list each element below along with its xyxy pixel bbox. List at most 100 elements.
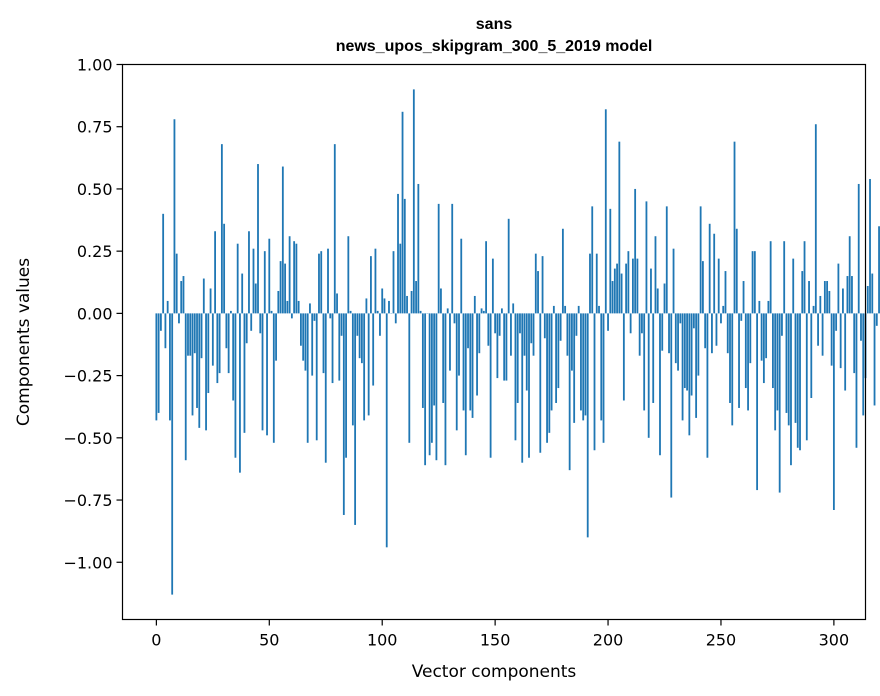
bar xyxy=(616,263,618,314)
bar xyxy=(503,313,506,381)
bar xyxy=(300,313,302,346)
bar xyxy=(370,256,372,314)
bar xyxy=(625,263,628,314)
bar xyxy=(573,313,576,423)
bar xyxy=(627,251,630,314)
bar xyxy=(381,288,384,314)
bar xyxy=(819,295,822,314)
bar xyxy=(686,313,688,391)
bar xyxy=(430,313,433,443)
bar xyxy=(853,313,856,374)
bar xyxy=(157,313,160,413)
bar xyxy=(668,313,670,354)
bar xyxy=(388,300,390,314)
bar xyxy=(851,276,853,314)
bar xyxy=(546,313,548,443)
bar xyxy=(677,313,679,371)
bar xyxy=(580,313,582,411)
bar xyxy=(729,313,731,403)
bar xyxy=(315,313,318,441)
bar xyxy=(478,313,481,354)
bar xyxy=(451,203,454,314)
bar xyxy=(871,273,874,314)
bar xyxy=(225,313,228,349)
bar xyxy=(715,313,718,346)
bar xyxy=(726,313,729,354)
bar xyxy=(799,313,801,451)
y-tick-label: 0.75 xyxy=(77,118,113,137)
bar xyxy=(241,273,244,314)
bar xyxy=(826,281,829,314)
bar xyxy=(738,313,740,408)
bar xyxy=(383,298,386,314)
bar xyxy=(564,305,567,314)
bar xyxy=(365,298,368,314)
bar xyxy=(397,193,399,314)
x-tick-label: 0 xyxy=(151,631,161,650)
bar xyxy=(412,89,415,314)
plot-area-frame xyxy=(121,63,867,621)
bar xyxy=(329,313,332,319)
bar xyxy=(866,286,869,314)
bar xyxy=(501,308,503,314)
bar xyxy=(842,288,844,314)
bar xyxy=(376,310,379,314)
y-tick-label: −0.75 xyxy=(63,491,112,510)
bar xyxy=(656,288,659,314)
chart-title-line-2: news_upos_skipgram_300_5_2019 model xyxy=(336,38,653,55)
bar xyxy=(600,313,603,421)
bar xyxy=(406,295,408,314)
bar xyxy=(762,313,765,384)
bar xyxy=(449,313,451,371)
bar xyxy=(720,313,722,324)
bar xyxy=(837,263,840,314)
bar xyxy=(756,313,759,491)
bar xyxy=(245,313,248,344)
x-tick-label: 200 xyxy=(593,631,624,650)
bar xyxy=(641,313,643,334)
bar xyxy=(272,313,275,443)
bar xyxy=(394,313,397,324)
bar xyxy=(209,288,212,314)
bar xyxy=(679,313,682,324)
bar xyxy=(650,268,652,314)
bar xyxy=(747,313,749,411)
bar xyxy=(541,256,544,314)
bar xyxy=(309,303,311,314)
bar xyxy=(821,313,824,356)
bar xyxy=(266,313,268,436)
bar xyxy=(701,261,704,314)
bar xyxy=(530,313,533,344)
bar xyxy=(510,313,512,356)
bar xyxy=(498,313,501,336)
bar xyxy=(239,313,241,473)
bar xyxy=(198,313,201,428)
bar xyxy=(193,313,196,354)
bar xyxy=(284,263,287,314)
bar xyxy=(548,313,551,433)
bar xyxy=(421,313,424,408)
bar xyxy=(794,313,797,423)
x-axis-label: Vector components xyxy=(412,662,577,682)
bar xyxy=(514,313,517,441)
bar xyxy=(159,313,162,331)
bar xyxy=(629,313,632,334)
bar xyxy=(566,313,569,356)
bar xyxy=(704,313,707,349)
bar xyxy=(598,305,600,314)
bar xyxy=(652,313,655,403)
bar xyxy=(783,241,786,314)
bar xyxy=(471,313,474,418)
bar xyxy=(670,313,673,498)
bar xyxy=(229,310,232,314)
bar xyxy=(713,233,716,314)
bar xyxy=(311,313,314,376)
bar xyxy=(428,313,431,456)
bar xyxy=(358,313,361,359)
bar xyxy=(268,238,271,314)
bar xyxy=(659,313,661,456)
bar xyxy=(424,313,427,466)
bar xyxy=(455,313,458,431)
bar xyxy=(467,313,469,349)
bar xyxy=(765,313,768,359)
